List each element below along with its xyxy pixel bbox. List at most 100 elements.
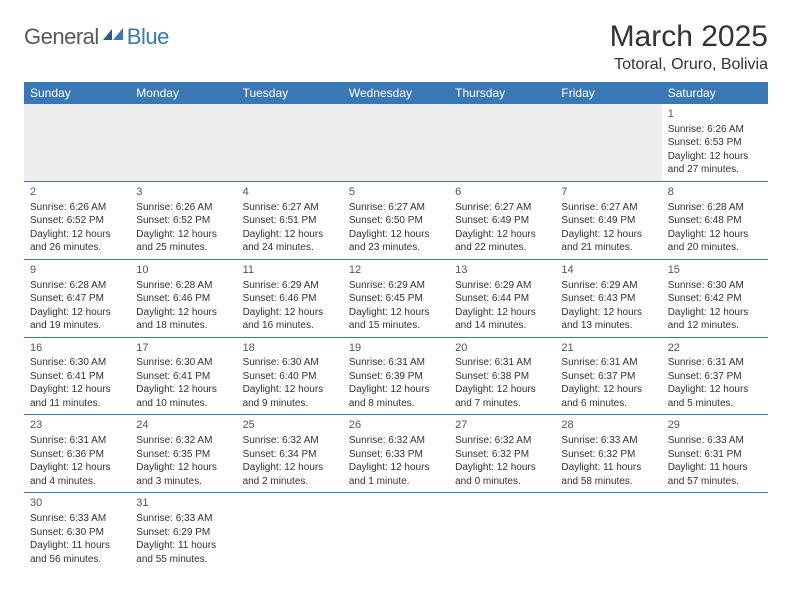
day-number: 30 [30, 496, 124, 511]
daylight-text: Daylight: 11 hours and 58 minutes. [561, 461, 655, 488]
week-row: 1Sunrise: 6:26 AMSunset: 6:53 PMDaylight… [24, 104, 768, 181]
sunrise-text: Sunrise: 6:28 AM [30, 279, 124, 293]
day-number: 25 [243, 418, 337, 433]
sunrise-text: Sunrise: 6:27 AM [243, 201, 337, 215]
sunset-text: Sunset: 6:43 PM [561, 292, 655, 306]
sunrise-text: Sunrise: 6:29 AM [561, 279, 655, 293]
day-number: 8 [668, 185, 762, 200]
sunset-text: Sunset: 6:48 PM [668, 214, 762, 228]
daylight-text: Daylight: 11 hours and 57 minutes. [668, 461, 762, 488]
day-number: 2 [30, 185, 124, 200]
day-number: 17 [136, 341, 230, 356]
sunrise-text: Sunrise: 6:31 AM [30, 434, 124, 448]
day-cell: 15Sunrise: 6:30 AMSunset: 6:42 PMDayligh… [662, 259, 768, 337]
day-number: 24 [136, 418, 230, 433]
sunrise-text: Sunrise: 6:31 AM [455, 356, 549, 370]
sunset-text: Sunset: 6:41 PM [30, 370, 124, 384]
sunrise-text: Sunrise: 6:28 AM [136, 279, 230, 293]
sunset-text: Sunset: 6:44 PM [455, 292, 549, 306]
col-monday: Monday [130, 82, 236, 104]
day-number: 31 [136, 496, 230, 511]
daylight-text: Daylight: 12 hours and 23 minutes. [349, 228, 443, 255]
daylight-text: Daylight: 12 hours and 13 minutes. [561, 306, 655, 333]
sunrise-text: Sunrise: 6:32 AM [349, 434, 443, 448]
sunset-text: Sunset: 6:34 PM [243, 448, 337, 462]
month-title: March 2025 [610, 20, 768, 54]
sunrise-text: Sunrise: 6:31 AM [668, 356, 762, 370]
sunset-text: Sunset: 6:30 PM [30, 526, 124, 540]
day-cell: 9Sunrise: 6:28 AMSunset: 6:47 PMDaylight… [24, 259, 130, 337]
sunset-text: Sunset: 6:32 PM [455, 448, 549, 462]
sunset-text: Sunset: 6:37 PM [668, 370, 762, 384]
day-cell: 11Sunrise: 6:29 AMSunset: 6:46 PMDayligh… [237, 259, 343, 337]
sunset-text: Sunset: 6:32 PM [561, 448, 655, 462]
day-number: 29 [668, 418, 762, 433]
daylight-text: Daylight: 12 hours and 10 minutes. [136, 383, 230, 410]
day-cell: 28Sunrise: 6:33 AMSunset: 6:32 PMDayligh… [555, 415, 661, 493]
week-row: 16Sunrise: 6:30 AMSunset: 6:41 PMDayligh… [24, 337, 768, 415]
daylight-text: Daylight: 12 hours and 21 minutes. [561, 228, 655, 255]
daylight-text: Daylight: 12 hours and 16 minutes. [243, 306, 337, 333]
calendar-body: 1Sunrise: 6:26 AMSunset: 6:53 PMDaylight… [24, 104, 768, 570]
day-cell: 10Sunrise: 6:28 AMSunset: 6:46 PMDayligh… [130, 259, 236, 337]
week-row: 30Sunrise: 6:33 AMSunset: 6:30 PMDayligh… [24, 493, 768, 570]
sunset-text: Sunset: 6:52 PM [30, 214, 124, 228]
day-cell: 3Sunrise: 6:26 AMSunset: 6:52 PMDaylight… [130, 181, 236, 259]
daylight-text: Daylight: 12 hours and 8 minutes. [349, 383, 443, 410]
daylight-text: Daylight: 11 hours and 56 minutes. [30, 539, 124, 566]
day-cell: 26Sunrise: 6:32 AMSunset: 6:33 PMDayligh… [343, 415, 449, 493]
sunrise-text: Sunrise: 6:31 AM [561, 356, 655, 370]
week-row: 23Sunrise: 6:31 AMSunset: 6:36 PMDayligh… [24, 415, 768, 493]
sunrise-text: Sunrise: 6:29 AM [243, 279, 337, 293]
day-cell: 16Sunrise: 6:30 AMSunset: 6:41 PMDayligh… [24, 337, 130, 415]
day-number: 5 [349, 185, 443, 200]
day-cell [24, 104, 130, 181]
day-cell [449, 493, 555, 570]
day-number: 21 [561, 341, 655, 356]
sunset-text: Sunset: 6:42 PM [668, 292, 762, 306]
day-cell: 19Sunrise: 6:31 AMSunset: 6:39 PMDayligh… [343, 337, 449, 415]
day-cell: 25Sunrise: 6:32 AMSunset: 6:34 PMDayligh… [237, 415, 343, 493]
daylight-text: Daylight: 12 hours and 14 minutes. [455, 306, 549, 333]
day-cell: 27Sunrise: 6:32 AMSunset: 6:32 PMDayligh… [449, 415, 555, 493]
day-number: 27 [455, 418, 549, 433]
sunset-text: Sunset: 6:49 PM [561, 214, 655, 228]
day-cell [237, 104, 343, 181]
daylight-text: Daylight: 12 hours and 7 minutes. [455, 383, 549, 410]
day-number: 18 [243, 341, 337, 356]
day-number: 20 [455, 341, 549, 356]
flag-icon [102, 26, 124, 49]
day-cell: 18Sunrise: 6:30 AMSunset: 6:40 PMDayligh… [237, 337, 343, 415]
day-cell: 14Sunrise: 6:29 AMSunset: 6:43 PMDayligh… [555, 259, 661, 337]
day-cell: 21Sunrise: 6:31 AMSunset: 6:37 PMDayligh… [555, 337, 661, 415]
day-cell [555, 493, 661, 570]
day-number: 13 [455, 263, 549, 278]
day-number: 9 [30, 263, 124, 278]
sunrise-text: Sunrise: 6:29 AM [349, 279, 443, 293]
sunrise-text: Sunrise: 6:28 AM [668, 201, 762, 215]
daylight-text: Daylight: 12 hours and 0 minutes. [455, 461, 549, 488]
daylight-text: Daylight: 12 hours and 12 minutes. [668, 306, 762, 333]
sunrise-text: Sunrise: 6:33 AM [136, 512, 230, 526]
day-cell [343, 493, 449, 570]
day-number: 11 [243, 263, 337, 278]
header: General Blue March 2025 Totoral, Oruro, … [24, 20, 768, 74]
day-number: 15 [668, 263, 762, 278]
daylight-text: Daylight: 12 hours and 3 minutes. [136, 461, 230, 488]
sunset-text: Sunset: 6:45 PM [349, 292, 443, 306]
sunset-text: Sunset: 6:35 PM [136, 448, 230, 462]
sunrise-text: Sunrise: 6:32 AM [136, 434, 230, 448]
day-cell: 29Sunrise: 6:33 AMSunset: 6:31 PMDayligh… [662, 415, 768, 493]
daylight-text: Daylight: 12 hours and 6 minutes. [561, 383, 655, 410]
day-cell: 13Sunrise: 6:29 AMSunset: 6:44 PMDayligh… [449, 259, 555, 337]
daylight-text: Daylight: 12 hours and 5 minutes. [668, 383, 762, 410]
day-cell [237, 493, 343, 570]
sunrise-text: Sunrise: 6:26 AM [136, 201, 230, 215]
sunrise-text: Sunrise: 6:33 AM [30, 512, 124, 526]
sunrise-text: Sunrise: 6:32 AM [455, 434, 549, 448]
sunrise-text: Sunrise: 6:26 AM [668, 123, 762, 137]
logo: General Blue [24, 20, 169, 50]
day-cell: 5Sunrise: 6:27 AMSunset: 6:50 PMDaylight… [343, 181, 449, 259]
sunset-text: Sunset: 6:46 PM [243, 292, 337, 306]
sunrise-text: Sunrise: 6:33 AM [561, 434, 655, 448]
